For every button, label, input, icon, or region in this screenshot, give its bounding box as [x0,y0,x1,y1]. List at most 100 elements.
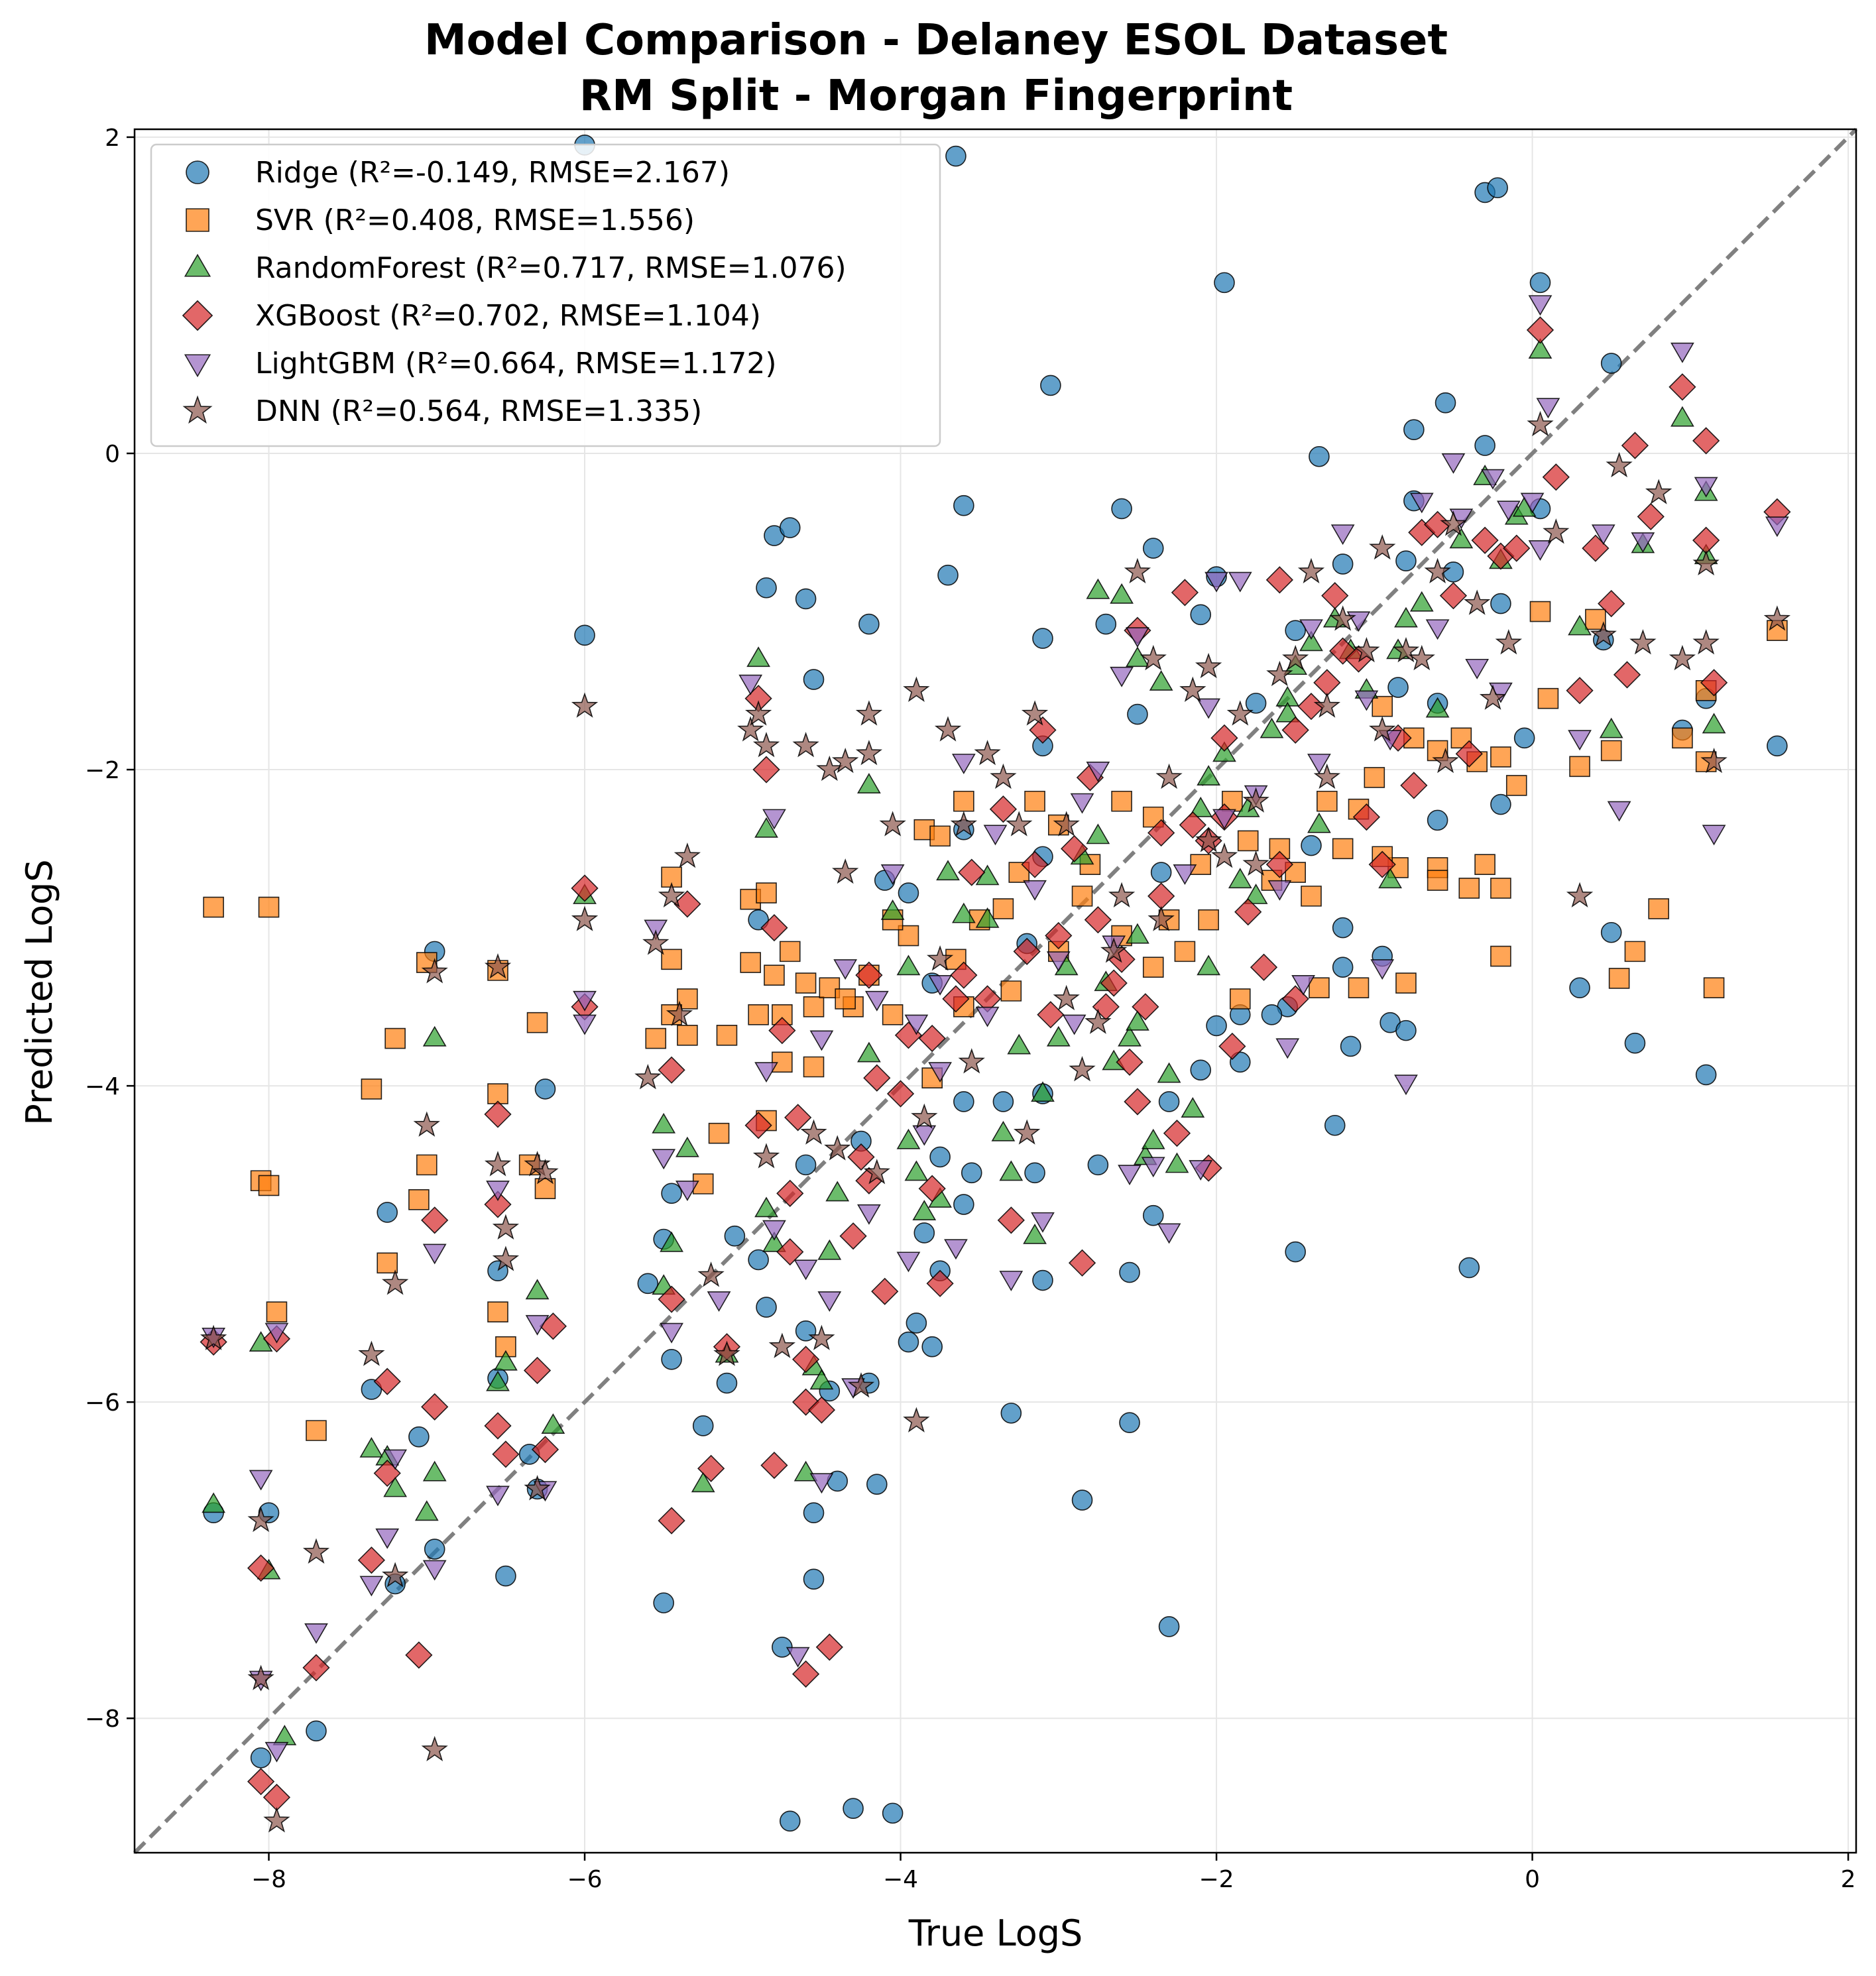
data-point [1086,823,1110,844]
data-point [1631,532,1655,553]
data-point [1108,882,1136,907]
data-point [953,1194,974,1215]
data-point [776,1238,804,1266]
data-point [1513,727,1535,749]
data-point [637,1273,659,1295]
data-point [791,1346,820,1373]
data-point [1141,1157,1165,1178]
data-point [1529,272,1551,294]
data-point [1368,850,1396,878]
data-point [1669,644,1696,671]
data-point [1387,677,1409,698]
data-point [1071,886,1093,907]
data-point [999,1271,1024,1291]
data-point [422,1460,447,1482]
data-point [1142,538,1164,559]
data-point [724,1225,746,1247]
data-point [1068,1249,1096,1277]
data-point [815,1633,843,1661]
data-point [951,754,976,774]
data-point [1629,629,1657,655]
data-point [795,588,817,610]
data-point [1260,717,1284,738]
data-point [1086,578,1110,599]
data-point [1040,375,1061,396]
data-point [936,860,960,881]
data-point [1189,1160,1213,1181]
data-point [1179,811,1206,839]
data-point [847,1143,875,1171]
data-point [653,1592,674,1613]
data-point [1244,884,1268,904]
data-point [886,1080,915,1108]
data-point [953,1091,974,1112]
data-point [1275,701,1300,723]
data-point [1427,870,1448,891]
data-point [422,1244,447,1265]
data-point [835,988,856,1010]
chart-subtitle: RM Split - Morgan Fingerprint [579,72,1293,121]
data-point [652,1149,676,1170]
data-point [1086,762,1110,782]
data-point [658,1056,685,1084]
data-point [1566,677,1594,705]
data-point [634,1063,662,1090]
data-point [1394,1075,1418,1096]
data-point [1637,502,1665,531]
data-point [1645,479,1672,504]
x-tick-label: 0 [1525,1866,1540,1893]
data-point [247,1768,275,1796]
data-point [484,1191,512,1218]
data-point [384,1027,406,1049]
data-point [779,517,801,538]
data-point [1275,1038,1300,1059]
data-point [1119,1261,1140,1283]
data-point [1285,1241,1306,1263]
data-point [913,1222,935,1244]
data-point [1190,1059,1212,1081]
data-point [1403,419,1425,441]
data-point [843,1798,864,1820]
data-point [1763,605,1791,631]
data-point [1392,636,1420,663]
data-point [1481,469,1505,490]
data-point [1520,493,1545,514]
data-point [756,577,777,599]
data-point [660,1322,683,1344]
data-point [691,1472,715,1493]
data-point [1111,790,1132,812]
data-point [658,882,685,907]
data-point [1197,955,1221,976]
data-point [1029,716,1057,744]
data-point [1400,772,1428,799]
data-point [383,1476,408,1497]
data-point [1087,1154,1109,1176]
data-point [1237,830,1259,852]
data-point [1332,957,1354,978]
data-point [989,795,1018,823]
data-point [768,1332,796,1358]
data-point [906,1312,927,1334]
data-point [373,1367,401,1395]
legend-item: XGBoost (R²=0.702, RMSE=1.104) [182,299,761,333]
data-point [1021,850,1049,878]
data-point [748,1249,769,1271]
data-point [855,961,883,989]
data-point [200,1324,227,1350]
data-point [674,890,701,918]
legend-box [150,143,941,447]
data-point [405,1641,433,1669]
data-point [1566,882,1594,907]
data-point [1600,353,1622,374]
data-point [1424,557,1451,584]
data-point [357,1546,386,1574]
data-point [779,1810,801,1832]
data-point [1024,790,1045,812]
identity-reference-line [133,127,1858,1855]
legend-marker [184,253,211,277]
data-point [1591,524,1615,546]
data-point [1765,516,1789,538]
data-point [990,763,1017,789]
legend-marker [182,395,213,424]
